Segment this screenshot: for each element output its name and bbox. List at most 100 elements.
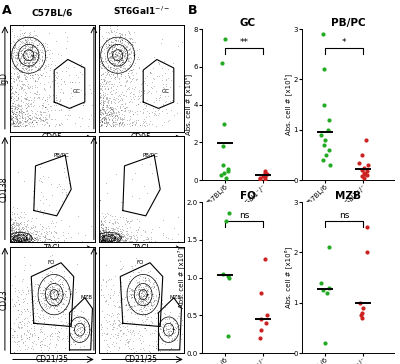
Point [7,231,13,237]
Point [144,292,150,297]
Point [29,83,36,89]
Point [178,336,184,342]
Point [99,118,105,124]
Point [14,112,20,118]
Point [137,99,144,104]
Point [116,63,123,68]
Point [101,115,107,120]
Point [7,49,14,55]
Point [11,210,18,216]
Point [97,110,104,116]
Point [138,312,145,318]
Point [40,295,46,301]
Point [17,235,23,241]
Point [32,224,38,230]
Point [26,62,32,68]
Point [14,75,21,81]
Point [116,67,123,73]
Point [111,57,117,63]
Point [98,233,104,239]
Point [55,328,62,334]
Point [11,108,17,114]
Point [60,59,66,65]
Point [120,46,127,51]
Point [112,232,119,237]
Point [20,109,26,115]
Point [100,111,106,116]
Point [92,232,98,238]
Point [30,117,37,123]
Point [142,118,148,124]
Point [18,228,24,234]
Point [152,238,158,244]
Point [11,236,17,241]
Point [126,329,133,335]
Point [105,232,112,237]
Point [118,51,124,57]
Point [12,236,19,241]
Point [50,284,57,290]
Point [44,94,51,99]
Point [118,44,124,50]
Point [7,230,14,236]
Point [144,291,151,297]
Point [32,43,38,49]
Point [113,38,119,44]
Point [107,113,113,119]
Point [39,56,46,62]
Point [18,239,24,245]
Point [136,297,142,302]
Point [133,301,140,307]
Point [100,228,107,234]
Point [34,51,40,56]
Point [116,51,123,56]
Point [17,67,23,72]
Point [22,118,28,124]
Point [30,49,36,55]
Point [34,23,40,28]
Point [105,44,111,50]
Point [20,231,26,237]
Point [11,219,18,225]
Y-axis label: Abs. cell # [x10⁵]: Abs. cell # [x10⁵] [184,74,192,135]
Point [7,106,14,111]
Point [148,318,154,324]
Point [57,120,64,126]
Point [18,123,24,129]
Point [129,288,136,294]
Point [128,89,134,95]
Point [30,236,36,242]
Point [9,233,16,239]
Point [63,306,69,312]
Point [103,43,110,49]
Point [113,29,119,35]
Point [97,106,103,112]
Point [101,236,108,241]
Point [104,67,111,72]
Point [104,235,110,241]
Point [145,288,151,293]
Point [103,226,110,232]
Point [170,325,176,331]
Point [61,268,68,274]
Point [49,269,55,275]
Point [108,238,115,244]
Point [22,60,28,66]
Point [107,231,114,237]
Point [62,293,69,298]
Point [14,239,20,245]
Point [124,49,130,55]
Point [21,239,28,245]
Point [20,109,26,115]
Point [48,239,54,245]
Point [114,237,120,242]
Point [92,105,98,111]
Point [114,68,120,74]
Point [112,37,118,43]
Point [106,42,112,48]
Point [160,328,166,334]
Point [127,90,133,96]
Point [103,236,110,242]
Point [101,91,108,96]
Point [129,294,136,300]
